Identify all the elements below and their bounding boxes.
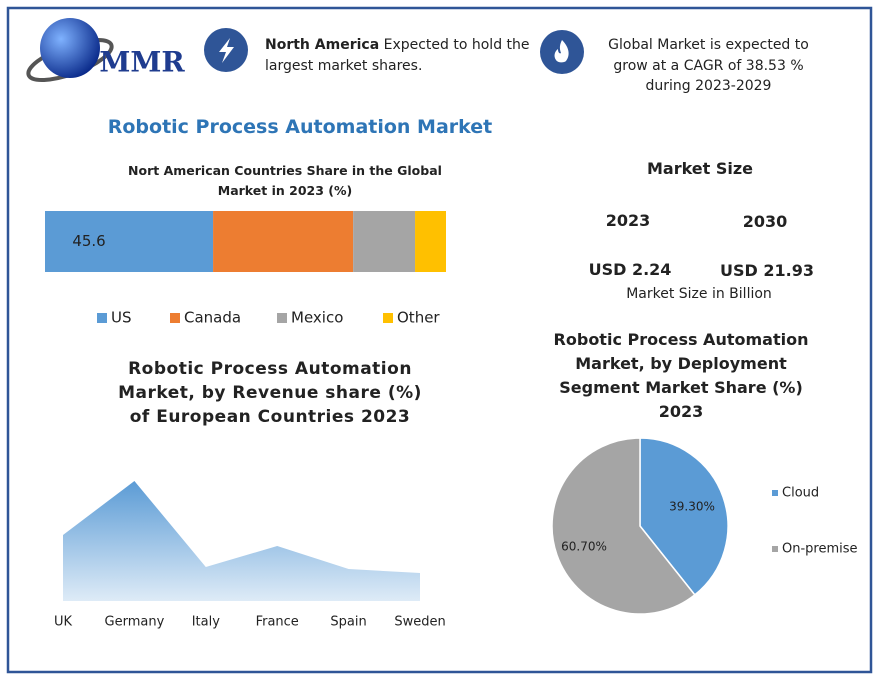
bolt-glyph [219, 38, 234, 63]
bar-segment [353, 211, 416, 272]
bar-segment [213, 211, 354, 272]
bar-segment [415, 211, 446, 272]
highlight-bold: North America [265, 37, 380, 53]
main-title: Robotic Process Automation Market [107, 116, 493, 138]
x-tick-label: Spain [330, 615, 366, 630]
year: 2023 [605, 211, 651, 230]
bar-segment [45, 211, 214, 272]
data-label: 60.70% [561, 540, 607, 554]
x-tick-label: UK [54, 615, 73, 630]
chart-title: Robotic Process Automation Market, by De… [553, 330, 809, 421]
logo-text: MMR [99, 46, 185, 79]
frame [6, 6, 873, 674]
highlight-text: Expected to hold the largest market shar… [265, 37, 530, 74]
legend-swatch [383, 313, 393, 323]
market-value: USD 21.93 [720, 261, 814, 280]
logo-globe [40, 18, 100, 78]
x-tick-label: Italy [192, 615, 221, 630]
chart-title: Nort American Countries Share in the Glo… [128, 163, 442, 198]
legend-label: Canada [184, 309, 241, 327]
data-label: 39.30% [669, 500, 715, 514]
x-tick-label: Sweden [394, 615, 445, 630]
legend-swatch [772, 490, 778, 496]
legend-label: On-premise [782, 542, 858, 557]
market-value: USD 2.24 [588, 260, 672, 279]
legend-label: Cloud [782, 486, 819, 501]
legend-label: Mexico [291, 309, 343, 327]
legend-swatch [772, 546, 778, 552]
area [63, 481, 420, 601]
flame-glyph [554, 40, 569, 63]
market-size-title: Market Size [646, 159, 754, 178]
legend-swatch [170, 313, 180, 323]
market-note: Market Size in Billion [626, 286, 772, 302]
x-tick-label: France [256, 615, 299, 630]
x-tick-label: Germany [105, 615, 165, 630]
legend-label: US [111, 309, 132, 327]
highlight-2: Global Market is expected to grow at a C… [608, 37, 809, 94]
year: 2030 [742, 212, 788, 231]
legend-label: Other [397, 309, 440, 327]
legend-swatch [277, 313, 287, 323]
highlight-1: North America Expected to hold the large… [265, 35, 535, 77]
chart-title: Robotic Process Automation Market, by Re… [118, 359, 422, 427]
pie-slice [551, 437, 696, 615]
pie-slice [639, 437, 729, 596]
data-label: 45.6 [72, 232, 105, 250]
legend-swatch [97, 313, 107, 323]
